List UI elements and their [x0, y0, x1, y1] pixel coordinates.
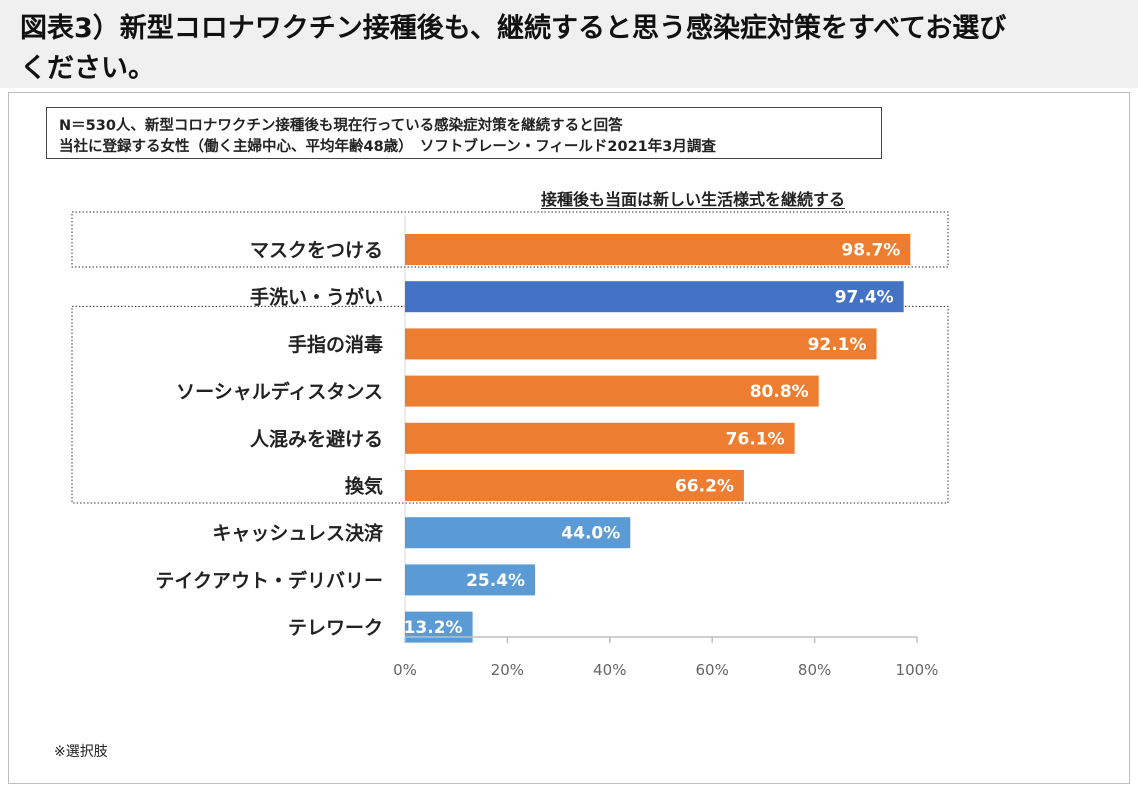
value-label-8: 25.4% [466, 571, 525, 591]
value-label-6: 66.2% [675, 477, 734, 497]
value-label-4: 80.8% [750, 382, 809, 402]
category-label-1: マスクをつける [250, 240, 383, 262]
value-label-5: 76.1% [726, 429, 785, 449]
bar-2 [405, 281, 904, 313]
category-label-8: テイクアウト・デリバリー [155, 569, 383, 592]
category-label-3: 手指の消毒 [288, 333, 383, 356]
bar-6 [405, 470, 744, 501]
value-label-9: 13.2% [404, 618, 463, 638]
category-label-2: 手洗い・うがい [250, 286, 383, 309]
x-tick-label-100: 100% [896, 661, 939, 679]
category-label-7: キャッシュレス決済 [212, 522, 384, 545]
x-tick-label-20: 20% [491, 661, 524, 679]
value-label-1: 98.7% [841, 241, 900, 261]
value-label-7: 44.0% [561, 524, 620, 544]
survey-info-line-1: N＝530人、新型コロナワクチン接種後も現在行っている感染症対策を継続すると回答 [59, 118, 623, 134]
value-label-2: 97.4% [835, 288, 894, 308]
bar-1 [405, 234, 911, 265]
bar-5 [405, 422, 795, 454]
bar-3 [405, 328, 877, 360]
title-banner: 図表3）新型コロナワクチン接種後も、継続すると思う感染症対策をすべてお選び くだ… [0, 0, 1138, 88]
chart-title-line-1: 図表3）新型コロナワクチン接種後も、継続すると思う感染症対策をすべてお選び [20, 13, 1007, 44]
survey-info-box: N＝530人、新型コロナワクチン接種後も現在行っている感染症対策を継続すると回答… [46, 107, 882, 159]
x-tick-label-80: 80% [798, 661, 831, 679]
x-tick-label-40: 40% [593, 661, 626, 679]
category-label-5: 人混みを避ける [250, 427, 383, 450]
bar-4 [405, 375, 819, 407]
highlight-group-box-1 [71, 211, 949, 268]
category-label-9: テレワーク [288, 617, 383, 639]
value-label-3: 92.1% [808, 335, 867, 355]
chart-subtitle: 接種後も当面は新しい生活様式を継続する [541, 190, 846, 209]
category-label-6: 換気 [345, 475, 383, 498]
x-tick-label-60: 60% [696, 661, 729, 679]
bar-7 [405, 517, 631, 549]
survey-info-line-2: 当社に登録する女性（働く主婦中心、平均年齢48歳） ソフトブレーン・フィールド2… [59, 139, 716, 155]
chart-panel [8, 92, 1130, 784]
category-label-4: ソーシャルディスタンス [176, 380, 383, 403]
footnote: ※選択肢 [54, 744, 108, 760]
bar-8 [405, 564, 536, 596]
x-tick-label-0: 0% [393, 661, 417, 679]
chart-title-line-2: ください。 [20, 53, 155, 84]
